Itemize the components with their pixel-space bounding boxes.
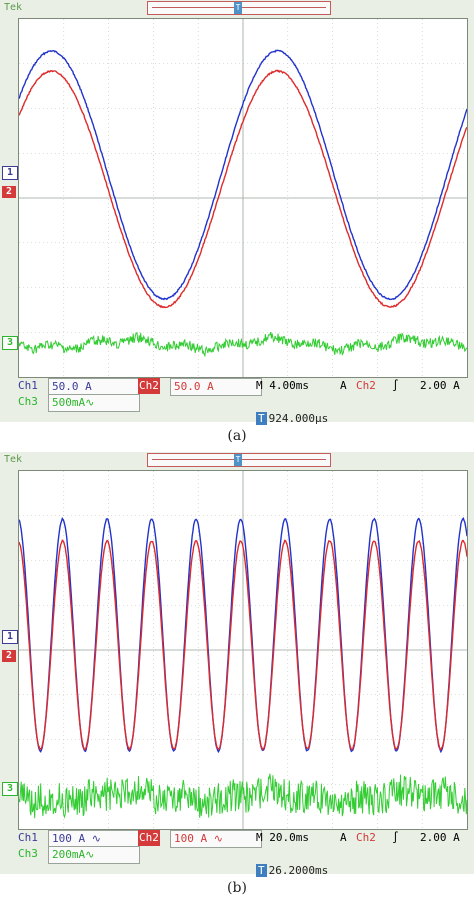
- trigger-position-icon: T: [256, 864, 267, 877]
- trigger-position-marker[interactable]: T: [234, 454, 242, 466]
- ch3-trace: [19, 773, 467, 819]
- trigger-level: 2.00 A: [420, 379, 460, 392]
- ch2-trace: [19, 539, 467, 751]
- trigger-slope-icon: ∫: [392, 831, 399, 844]
- ch2-ground-marker[interactable]: 2: [2, 650, 16, 662]
- ch1-label: Ch1: [18, 379, 38, 392]
- ch3-label: Ch3: [18, 847, 38, 860]
- caption-b: (b): [227, 880, 247, 896]
- status-readout: Ch1 100 A ∿ Ch2 100 A ∿ M 20.0ms A Ch2 ∫…: [18, 830, 470, 877]
- ch2-scale: 100 A ∿: [170, 830, 262, 848]
- trigger-source: Ch2: [356, 379, 376, 392]
- ch1-label: Ch1: [18, 831, 38, 844]
- ch2-label: Ch2: [138, 378, 160, 394]
- trigger-position-icon: T: [256, 412, 267, 425]
- record-position-bar[interactable]: T: [147, 1, 331, 15]
- oscilloscope-panel-b: Tek T T 1 2 3 Ch1 100 A ∿ Ch2 100 A ∿ M …: [0, 452, 474, 877]
- waveform-svg: [19, 471, 467, 829]
- timebase: M 4.00ms: [256, 379, 309, 392]
- ch2-ground-marker[interactable]: 2: [2, 186, 16, 198]
- ch3-label: Ch3: [18, 395, 38, 408]
- trigger-position-value: 26.2000ms: [268, 864, 329, 877]
- ch1-ground-marker[interactable]: 1: [2, 630, 18, 644]
- oscilloscope-panel-a: Tek T T 1 2 3 Ch1 50.0 A Ch2 50.0 A M 4.…: [0, 0, 474, 425]
- timebase: M 20.0ms: [256, 831, 309, 844]
- trigger-slope-icon: ∫: [392, 379, 399, 392]
- brand-tag: Tek: [4, 2, 23, 13]
- record-position-bar[interactable]: T: [147, 453, 331, 467]
- top-bar: Tek T: [0, 452, 474, 470]
- ch2-trace: [19, 69, 467, 309]
- ch1-trace: [19, 49, 467, 301]
- trigger-position-readout: T 26.2000ms: [256, 864, 328, 877]
- trigger-position-readout: T 924.000µs: [256, 412, 328, 425]
- trigger-mode: A: [340, 379, 347, 392]
- graticule-axes: [19, 471, 467, 829]
- ch3-ground-marker[interactable]: 3: [2, 336, 18, 350]
- waveform-display: [18, 18, 468, 378]
- ch3-ground-marker[interactable]: 3: [2, 782, 18, 796]
- top-bar: Tek T: [0, 0, 474, 18]
- ch1-scale: 50.0 A: [48, 378, 140, 396]
- waveform-display: [18, 470, 468, 830]
- ch3-trace: [19, 331, 467, 358]
- ch2-scale: 50.0 A: [170, 378, 262, 396]
- ch2-label: Ch2: [138, 830, 160, 846]
- brand-tag: Tek: [4, 454, 23, 465]
- ch3-scale: 200mA∿: [48, 846, 140, 864]
- trigger-position-value: 924.000µs: [268, 412, 329, 425]
- trigger-source: Ch2: [356, 831, 376, 844]
- trigger-level: 2.00 A: [420, 831, 460, 844]
- ch3-scale: 500mA∿: [48, 394, 140, 412]
- trigger-mode: A: [340, 831, 347, 844]
- status-readout: Ch1 50.0 A Ch2 50.0 A M 4.00ms A Ch2 ∫ 2…: [18, 378, 470, 425]
- caption-a: (a): [227, 428, 247, 444]
- trigger-position-marker[interactable]: T: [234, 2, 242, 14]
- waveform-svg: [19, 19, 467, 377]
- ch1-ground-marker[interactable]: 1: [2, 166, 18, 180]
- graticule-axes: [19, 19, 467, 377]
